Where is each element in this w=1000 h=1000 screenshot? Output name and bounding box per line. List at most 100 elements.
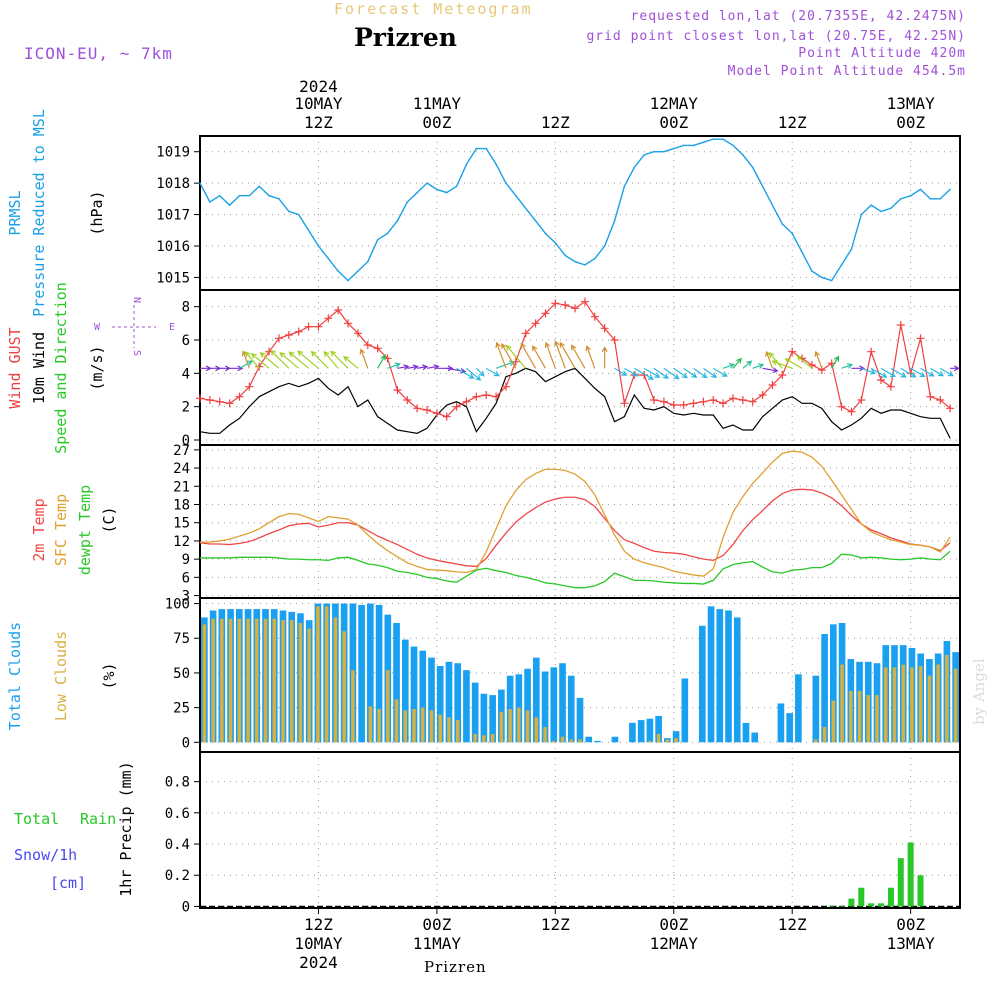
cloud-total-bar	[436, 665, 444, 743]
label-celsius: (C)	[100, 506, 118, 533]
wind-direction-arrow	[279, 352, 300, 369]
pressure-point	[939, 198, 942, 200]
wind-gust-point	[728, 394, 737, 403]
wind-gust-point	[689, 399, 698, 408]
pressure-point	[732, 144, 734, 147]
cloud-total-bar	[585, 736, 593, 743]
wind-direction-arrow	[771, 359, 793, 369]
pressure-point	[228, 204, 231, 206]
cloud-total-bar	[681, 678, 689, 743]
pressure-point	[416, 191, 418, 194]
cloud-low-bar	[517, 707, 521, 743]
wind-direction-arrow	[633, 367, 654, 380]
time-label-bottom: 12Z	[778, 915, 807, 934]
cloud-total-bar	[830, 624, 837, 743]
y-tick-label: 2	[182, 400, 190, 416]
cloud-low-bar	[272, 618, 276, 743]
pressure-point	[712, 138, 715, 140]
pressure-point	[386, 232, 389, 235]
precip-bar	[907, 842, 914, 907]
wind-gust-point	[413, 404, 422, 413]
wind-direction-arrow	[653, 367, 669, 379]
pressure-point	[209, 201, 211, 203]
pressure-point	[485, 147, 488, 150]
wind-direction-arrow	[259, 352, 280, 369]
pressure-point	[524, 207, 527, 210]
wind-direction-arrow	[732, 357, 742, 369]
precip-bar	[838, 905, 845, 907]
y-tick-label: 8	[182, 300, 190, 316]
wind-gust-point	[393, 386, 402, 394]
cloud-total-bar	[559, 663, 566, 743]
pressure-point	[495, 163, 497, 166]
wind-gust-point	[541, 309, 550, 318]
cloud-low-bar	[255, 618, 259, 743]
cloud-low-bar	[866, 695, 871, 743]
wind-direction-arrow	[250, 353, 270, 369]
cloud-low-bar	[202, 624, 207, 743]
wind-direction-arrow	[796, 355, 813, 369]
cloud-total-bar	[524, 668, 531, 743]
panel-frame-wind	[199, 289, 961, 446]
wind-direction-arrow	[722, 363, 736, 369]
cloud-low-bar	[316, 606, 320, 743]
pressure-point	[199, 182, 201, 184]
wind-gust-point	[719, 399, 728, 408]
cloud-total-bar	[751, 732, 759, 743]
cloud-low-bar	[307, 628, 311, 743]
pressure-point	[682, 144, 685, 147]
pressure-point	[623, 185, 626, 188]
cloud-low-bar	[814, 739, 818, 743]
pressure-point	[317, 245, 320, 247]
wind-direction-arrow	[505, 344, 527, 369]
cloud-low-bar	[482, 735, 486, 743]
wind-gust-point	[324, 314, 333, 323]
wind-gust-point	[521, 329, 530, 338]
wind-direction-arrow	[200, 365, 212, 372]
wind-direction-arrow	[900, 367, 917, 378]
pressure-point	[465, 163, 468, 166]
cloud-total-bar	[576, 697, 584, 743]
wind-direction-arrow	[742, 360, 753, 369]
precip-bar	[878, 903, 885, 907]
top-year-label: 2024	[299, 77, 338, 96]
pressure-point	[406, 201, 409, 203]
wind-direction-arrow	[831, 355, 840, 369]
label-hpa: (hPa)	[88, 190, 106, 235]
cloud-total-bar	[550, 667, 558, 743]
cloud-low-bar	[569, 739, 574, 743]
wind-direction-arrow	[939, 367, 954, 377]
cloud-low-bar	[936, 664, 940, 743]
label-snow: Snow/1h	[14, 846, 77, 864]
wind-gust-point	[294, 327, 303, 336]
wind-gust-point	[580, 297, 589, 306]
label-low-clouds: Low Clouds	[52, 631, 70, 721]
wind-gust-point	[225, 399, 234, 408]
wind-gust-point	[423, 406, 432, 414]
wind-gust-point	[650, 396, 659, 404]
cloud-low-bar	[499, 711, 504, 743]
pressure-point	[554, 242, 557, 244]
time-label-bottom: 11MAY	[413, 934, 462, 953]
pressure-point	[376, 238, 379, 241]
wind-direction-arrow	[330, 350, 349, 369]
wind-gust-point	[205, 396, 214, 404]
time-label-bottom: 00Z	[422, 915, 451, 934]
wind-gust-point	[669, 401, 678, 409]
wind-direction-arrow	[841, 363, 854, 369]
cloud-low-bar	[901, 664, 905, 743]
wind-direction-arrow	[571, 344, 586, 369]
pressure-point	[248, 194, 251, 197]
cloud-low-bar	[857, 690, 862, 743]
wind-gust-point	[896, 321, 905, 329]
wind-direction-arrow	[643, 367, 661, 378]
wind-direction-arrow	[310, 350, 329, 369]
wind-direction-arrow	[501, 343, 517, 369]
cloud-low-bar	[552, 740, 556, 743]
time-label-top: 00Z	[659, 113, 688, 132]
model-name: ICON-EU, ~ 7km	[24, 44, 173, 63]
wind-direction-arrow	[426, 364, 440, 370]
wind-direction-arrow	[417, 364, 429, 371]
pressure-point	[238, 194, 241, 197]
faint-title: Forecast Meteogram	[334, 0, 533, 18]
